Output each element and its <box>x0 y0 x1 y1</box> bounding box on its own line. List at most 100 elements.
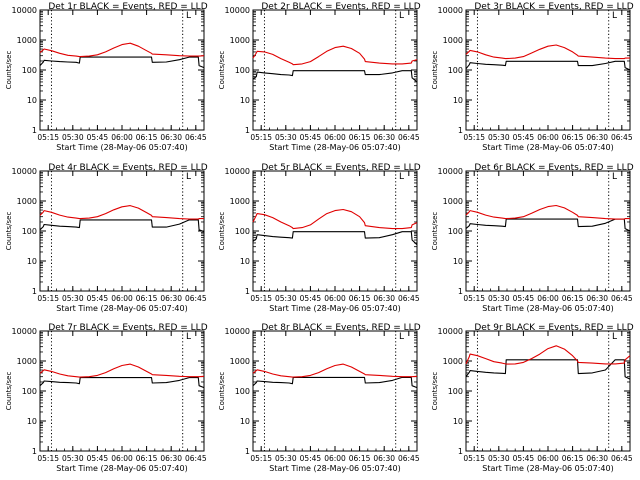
x-tick-label: 06:45 <box>398 294 420 303</box>
x-tick-label: 06:30 <box>160 454 182 463</box>
x-axis-label: Start Time (28-May-06 05:07:40) <box>269 464 400 473</box>
x-tick-label: 05:30 <box>488 294 510 303</box>
y-tick-label: 100 <box>448 66 463 75</box>
panel-title: Det 8r BLACK = Events, RED = LLD <box>261 323 420 333</box>
y-tick-label: 100 <box>448 387 463 396</box>
x-tick-label: 06:00 <box>537 454 559 463</box>
x-tick-label: 06:00 <box>324 454 346 463</box>
panel-9: Det 9r BLACK = Events, RED = LLD 1 10 100 10… <box>431 323 634 473</box>
plot-frame <box>252 330 418 452</box>
plot-frame <box>252 170 418 292</box>
x-tick-label: 06:45 <box>398 454 420 463</box>
plot-frame <box>252 9 418 131</box>
y-axis-label: Counts/sec <box>431 372 439 411</box>
x-tick-label: 05:15 <box>37 294 59 303</box>
y-tick-label: 1 <box>32 287 37 296</box>
series-line-events <box>252 231 418 246</box>
x-tick-label: 05:45 <box>87 454 109 463</box>
panel-title: Det 6r BLACK = Events, RED = LLD <box>474 163 633 173</box>
x-tick-label: 05:30 <box>488 454 510 463</box>
series-line-events <box>252 376 418 389</box>
series-line-events <box>465 60 631 71</box>
y-tick-label: 10 <box>240 417 250 426</box>
panel-4: Det 4r BLACK = Events, RED = LLD 1 10 100 10… <box>5 163 208 313</box>
x-tick-label: 06:30 <box>586 133 608 142</box>
series-line-lld <box>39 205 204 220</box>
x-tick-label: 05:15 <box>463 454 485 463</box>
x-tick-label: 06:45 <box>185 454 207 463</box>
x-tick-label: 06:15 <box>349 454 371 463</box>
x-tick-label: 06:30 <box>373 454 395 463</box>
y-tick-label: 1 <box>458 126 463 135</box>
y-tick-label: 1 <box>458 287 463 296</box>
y-tick-label: 10 <box>453 96 463 105</box>
x-tick-label: 05:30 <box>275 294 297 303</box>
y-tick-label: 10 <box>27 417 37 426</box>
x-tick-label: 06:30 <box>586 294 608 303</box>
y-tick-label: 100 <box>235 227 250 236</box>
y-tick-label: 1 <box>32 447 37 456</box>
series-line-lld <box>252 363 418 378</box>
plot-frame <box>465 170 631 292</box>
y-axis-label: Counts/sec <box>218 372 226 411</box>
time-marker-label: L <box>399 332 404 342</box>
y-tick-label: 10000 <box>438 6 463 15</box>
y-axis-label: Counts/sec <box>431 51 439 90</box>
y-axis-label: Counts/sec <box>5 51 13 90</box>
series-line-lld <box>252 208 418 230</box>
time-marker-label: L <box>186 172 191 182</box>
series-line-events <box>465 359 631 380</box>
x-tick-label: 06:30 <box>160 294 182 303</box>
y-axis-label: Counts/sec <box>431 212 439 251</box>
x-tick-label: 06:00 <box>111 454 133 463</box>
x-tick-label: 05:15 <box>37 454 59 463</box>
x-tick-label: 06:15 <box>562 454 584 463</box>
x-tick-label: 06:45 <box>611 294 633 303</box>
x-tick-label: 05:30 <box>488 133 510 142</box>
panel-2: Det 2r BLACK = Events, RED = LLD 1 10 100 10… <box>218 2 421 152</box>
panel-title: Det 1r BLACK = Events, RED = LLD <box>48 2 207 12</box>
x-tick-label: 05:45 <box>87 294 109 303</box>
y-tick-label: 1000 <box>230 36 250 45</box>
y-tick-label: 1000 <box>443 357 463 366</box>
x-tick-label: 05:45 <box>300 294 322 303</box>
panel-5: Det 5r BLACK = Events, RED = LLD 1 10 100 10… <box>218 163 421 313</box>
x-tick-label: 06:30 <box>586 454 608 463</box>
series-line-events <box>465 218 631 232</box>
x-axis-label: Start Time (28-May-06 05:07:40) <box>482 143 613 152</box>
x-tick-label: 06:00 <box>324 133 346 142</box>
panel-title: Det 9r BLACK = Events, RED = LLD <box>474 323 633 333</box>
y-axis-label: Counts/sec <box>218 212 226 251</box>
x-axis-label: Start Time (28-May-06 05:07:40) <box>269 143 400 152</box>
y-tick-label: 1 <box>245 287 250 296</box>
x-tick-label: 05:30 <box>62 133 84 142</box>
x-tick-label: 06:00 <box>111 294 133 303</box>
x-tick-label: 05:45 <box>300 454 322 463</box>
y-tick-label: 100 <box>22 227 37 236</box>
y-tick-label: 10 <box>27 96 37 105</box>
x-axis-label: Start Time (28-May-06 05:07:40) <box>56 304 187 313</box>
x-tick-label: 06:15 <box>349 133 371 142</box>
series-line-lld <box>465 345 631 365</box>
y-tick-label: 100 <box>235 66 250 75</box>
y-axis-label: Counts/sec <box>5 212 13 251</box>
panel-3: Det 3r BLACK = Events, RED = LLD 1 10 100 10… <box>431 2 634 152</box>
x-tick-label: 05:15 <box>250 294 272 303</box>
x-axis-label: Start Time (28-May-06 05:07:40) <box>482 464 613 473</box>
series-line-lld <box>465 204 630 220</box>
y-tick-label: 1000 <box>443 36 463 45</box>
panel-6: Det 6r BLACK = Events, RED = LLD 1 10 100 10… <box>431 163 634 313</box>
series-line-events <box>39 56 205 69</box>
y-tick-label: 1 <box>245 126 250 135</box>
time-marker-label: L <box>612 11 617 21</box>
x-tick-label: 06:45 <box>185 133 207 142</box>
x-tick-label: 06:30 <box>373 294 395 303</box>
x-tick-label: 05:45 <box>513 454 535 463</box>
y-tick-label: 10 <box>27 257 37 266</box>
series-line-events <box>39 219 205 233</box>
x-tick-label: 06:15 <box>136 133 158 142</box>
series-line-lld <box>39 42 205 58</box>
time-marker-label: L <box>186 11 191 21</box>
x-tick-label: 05:30 <box>62 294 84 303</box>
